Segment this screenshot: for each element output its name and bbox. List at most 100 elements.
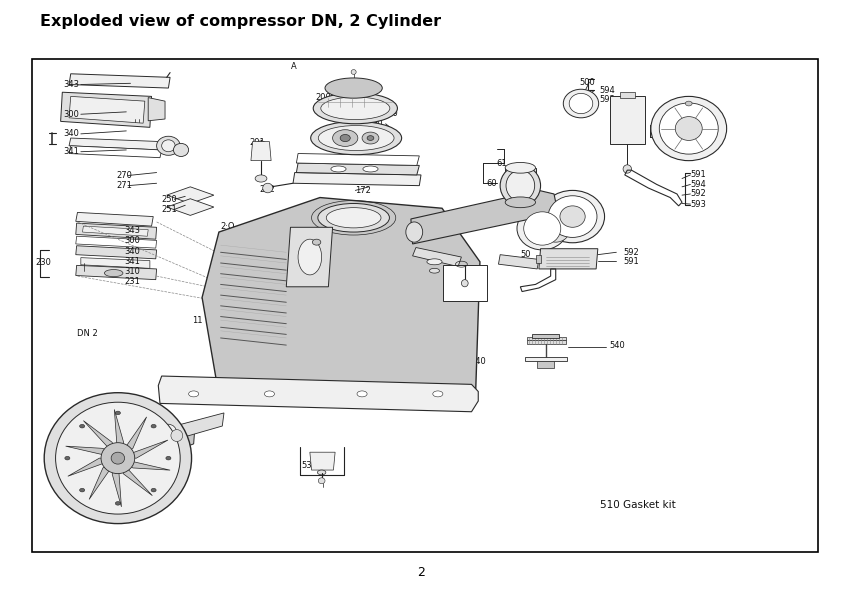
Ellipse shape xyxy=(321,97,390,120)
Ellipse shape xyxy=(505,197,536,208)
Ellipse shape xyxy=(357,391,367,397)
Ellipse shape xyxy=(317,470,326,475)
Text: 270: 270 xyxy=(116,171,132,180)
Ellipse shape xyxy=(317,203,389,232)
Text: 540: 540 xyxy=(610,340,626,350)
Ellipse shape xyxy=(333,130,358,146)
Text: 60: 60 xyxy=(487,178,498,188)
Text: 591: 591 xyxy=(690,170,706,180)
Ellipse shape xyxy=(298,239,322,275)
Text: 594: 594 xyxy=(690,180,706,189)
Ellipse shape xyxy=(318,478,325,484)
Text: 71: 71 xyxy=(527,225,538,234)
Polygon shape xyxy=(68,458,112,476)
Polygon shape xyxy=(413,248,461,267)
Polygon shape xyxy=(124,440,168,458)
Ellipse shape xyxy=(429,268,440,273)
Ellipse shape xyxy=(45,393,192,524)
Polygon shape xyxy=(61,92,152,127)
Text: 231: 231 xyxy=(125,277,141,286)
Polygon shape xyxy=(81,258,150,268)
Text: 230: 230 xyxy=(35,258,51,268)
Ellipse shape xyxy=(312,239,321,245)
Ellipse shape xyxy=(542,220,569,242)
Polygon shape xyxy=(76,246,157,259)
Bar xyxy=(537,361,554,368)
Polygon shape xyxy=(536,255,541,263)
Ellipse shape xyxy=(111,452,125,464)
Polygon shape xyxy=(610,96,645,144)
Polygon shape xyxy=(620,92,635,98)
Text: 30: 30 xyxy=(209,300,220,309)
Ellipse shape xyxy=(651,96,727,161)
Polygon shape xyxy=(310,452,335,470)
Ellipse shape xyxy=(311,121,402,155)
Text: 2·O: 2·O xyxy=(221,221,235,231)
Ellipse shape xyxy=(173,143,189,156)
Ellipse shape xyxy=(548,196,597,237)
Text: 31: 31 xyxy=(655,127,666,137)
Ellipse shape xyxy=(253,141,269,159)
Polygon shape xyxy=(76,212,153,226)
Ellipse shape xyxy=(166,456,171,460)
Text: 251: 251 xyxy=(162,205,178,214)
Ellipse shape xyxy=(560,206,585,227)
Polygon shape xyxy=(296,154,419,165)
Text: 594: 594 xyxy=(600,86,616,95)
Ellipse shape xyxy=(264,391,274,397)
Text: 310: 310 xyxy=(125,267,141,276)
Text: 142: 142 xyxy=(450,291,466,300)
Text: 80: 80 xyxy=(372,119,383,129)
Text: 2: 2 xyxy=(417,566,425,579)
Ellipse shape xyxy=(517,207,568,250)
Ellipse shape xyxy=(500,165,541,206)
Text: 142: 142 xyxy=(440,356,456,366)
Ellipse shape xyxy=(461,280,468,287)
Ellipse shape xyxy=(685,101,692,106)
Ellipse shape xyxy=(80,488,85,492)
Polygon shape xyxy=(69,96,145,123)
Ellipse shape xyxy=(433,391,443,397)
Polygon shape xyxy=(69,146,162,158)
Ellipse shape xyxy=(659,103,718,154)
Text: 101: 101 xyxy=(408,378,424,388)
Text: 530: 530 xyxy=(301,461,317,470)
Text: 593: 593 xyxy=(690,199,706,209)
Text: 520: 520 xyxy=(667,140,683,150)
Polygon shape xyxy=(76,265,157,280)
Text: 202: 202 xyxy=(259,184,275,194)
Text: 510 Gasket kit: 510 Gasket kit xyxy=(600,500,676,509)
Ellipse shape xyxy=(427,259,442,265)
Polygon shape xyxy=(293,173,421,186)
Text: 61: 61 xyxy=(497,158,508,168)
Polygon shape xyxy=(167,187,214,203)
Polygon shape xyxy=(76,236,157,248)
Ellipse shape xyxy=(162,140,175,152)
Text: 170: 170 xyxy=(355,176,371,185)
Ellipse shape xyxy=(362,132,379,144)
Ellipse shape xyxy=(541,190,605,243)
Ellipse shape xyxy=(506,170,535,201)
Text: 172: 172 xyxy=(355,186,371,195)
Polygon shape xyxy=(539,249,598,269)
Text: 110: 110 xyxy=(408,369,424,378)
Polygon shape xyxy=(83,226,148,236)
Ellipse shape xyxy=(505,162,536,173)
Text: 50: 50 xyxy=(520,250,530,259)
Polygon shape xyxy=(148,98,165,121)
Polygon shape xyxy=(525,357,567,361)
Text: 200: 200 xyxy=(315,93,331,102)
Polygon shape xyxy=(168,413,224,441)
Text: 343: 343 xyxy=(63,80,79,89)
Text: 300: 300 xyxy=(125,236,141,245)
Ellipse shape xyxy=(340,134,350,142)
Polygon shape xyxy=(69,138,162,150)
Text: 130: 130 xyxy=(408,389,424,398)
Text: 140: 140 xyxy=(470,356,486,366)
Polygon shape xyxy=(125,421,195,470)
Text: 51: 51 xyxy=(308,223,318,232)
Text: 341: 341 xyxy=(125,256,141,266)
Polygon shape xyxy=(76,223,157,239)
Text: A: A xyxy=(234,397,240,407)
Ellipse shape xyxy=(623,165,632,173)
